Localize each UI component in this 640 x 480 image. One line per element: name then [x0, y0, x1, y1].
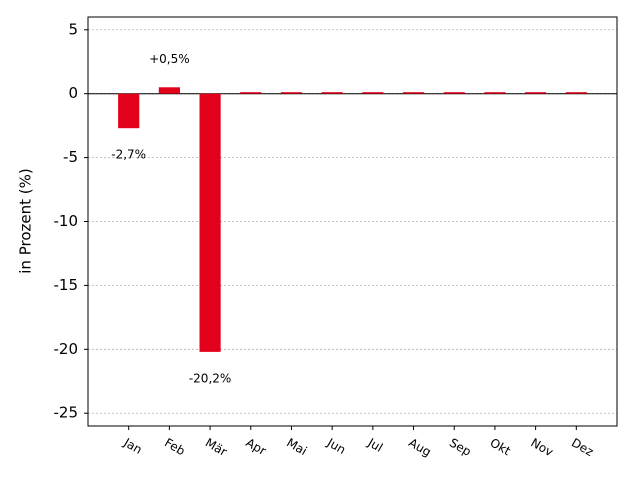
- y-tick-label: -5: [63, 148, 78, 166]
- x-tick-label: Apr: [244, 436, 269, 459]
- x-tick-label: Sep: [447, 436, 474, 459]
- x-tick-label: Dez: [569, 436, 596, 460]
- y-tick-label: -10: [54, 212, 79, 230]
- bar: [158, 87, 180, 94]
- bar: [525, 92, 547, 94]
- bar: [240, 92, 262, 94]
- y-tick-label: 5: [68, 20, 78, 38]
- bar: [362, 92, 384, 94]
- bar: [443, 92, 465, 94]
- bar: [565, 92, 587, 94]
- x-tick-label: Aug: [406, 436, 433, 460]
- x-tick-label: Jun: [324, 435, 348, 457]
- x-tick-label: Mär: [203, 436, 230, 459]
- y-tick-label: 0: [68, 84, 78, 102]
- value-label: +0,5%: [149, 52, 190, 66]
- value-label: -20,2%: [189, 371, 231, 385]
- x-tick-label: Jul: [365, 435, 385, 455]
- bar: [118, 93, 140, 129]
- x-tick-label: Mai: [284, 436, 309, 459]
- bar: [321, 92, 343, 94]
- bar: [199, 93, 221, 352]
- y-tick-label: -15: [54, 276, 79, 294]
- x-tick-label: Okt: [488, 436, 514, 459]
- plot-frame: [87, 16, 618, 427]
- bar: [484, 92, 506, 94]
- y-tick-label: -20: [54, 340, 79, 358]
- x-tick-label: Nov: [528, 436, 555, 460]
- bar: [402, 92, 425, 94]
- value-label: -2,7%: [111, 148, 146, 162]
- y-axis-title: in Prozent (%): [17, 168, 35, 273]
- bar: [280, 92, 303, 94]
- x-tick-label: Jan: [121, 435, 145, 457]
- y-tick-label: -25: [54, 404, 79, 422]
- x-tick-label: Feb: [162, 436, 187, 459]
